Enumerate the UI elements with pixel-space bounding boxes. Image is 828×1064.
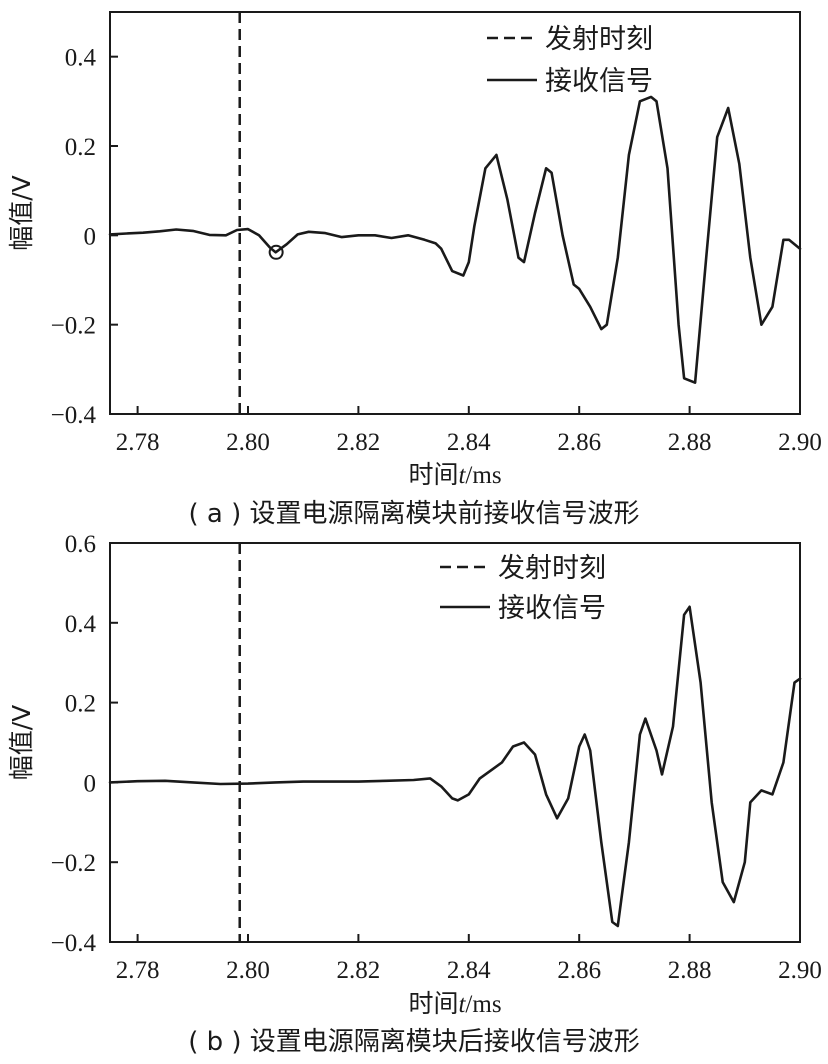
plot-frame <box>109 11 801 415</box>
y-tick-label: −0.4 <box>51 930 97 957</box>
y-tick-label: −0.2 <box>51 313 96 340</box>
x-tick-label: 2.82 <box>337 957 381 984</box>
x-tick-label: 2.78 <box>116 957 160 984</box>
x-axis-label-unit: /ms <box>465 991 501 1018</box>
y-axis-label: 幅值/V <box>7 175 36 251</box>
legend-label-emission: 发射时刻 <box>545 24 653 55</box>
x-tick-label: 2.84 <box>447 429 491 456</box>
x-axis-label: 时间t/ms <box>408 460 501 489</box>
x-axis-label-variable: t <box>458 991 466 1018</box>
panel-caption: ( b ) 设置电源隔离模块后接收信号波形 <box>188 1027 640 1057</box>
x-tick-label: 2.80 <box>226 429 270 456</box>
y-tick-label: 0 <box>84 770 97 797</box>
signal-onset-marker <box>268 244 284 260</box>
x-tick-label: 2.82 <box>337 429 381 456</box>
x-axis-label-prefix: 时间 <box>408 989 458 1018</box>
y-tick-label: 0.4 <box>65 45 97 72</box>
panel-caption: ( a ) 设置电源隔离模块前接收信号波形 <box>188 499 639 529</box>
x-tick-label: 2.88 <box>668 429 712 456</box>
y-tick-label: 0 <box>84 223 97 250</box>
x-tick-label: 2.88 <box>668 957 712 984</box>
x-axis-label-unit: /ms <box>465 462 501 489</box>
x-tick-label: 2.86 <box>557 957 601 984</box>
x-tick-label: 2.78 <box>116 429 160 456</box>
y-tick-label: 0.2 <box>65 691 96 718</box>
y-tick-label: −0.2 <box>51 850 96 877</box>
x-tick-label: 2.84 <box>447 957 491 984</box>
y-axis-label: 幅值/V <box>7 705 36 781</box>
y-tick-label: 0.2 <box>65 134 96 161</box>
y-tick-label: −0.4 <box>51 402 97 429</box>
x-axis-label: 时间t/ms <box>408 989 501 1018</box>
x-tick-label: 2.90 <box>778 957 822 984</box>
y-tick-label: 0.4 <box>65 611 97 638</box>
x-tick-label: 2.90 <box>778 429 822 456</box>
x-tick-label: 2.80 <box>226 957 270 984</box>
legend-label-emission: 发射时刻 <box>498 553 606 584</box>
legend-label-received: 接收信号 <box>545 66 653 97</box>
received-signal-line <box>108 605 802 928</box>
y-tick-label: 0.6 <box>65 531 96 558</box>
x-axis-label-variable: t <box>458 462 466 489</box>
legend-label-received: 接收信号 <box>498 593 606 624</box>
x-tick-label: 2.86 <box>557 429 601 456</box>
received-signal-line <box>108 95 802 384</box>
plot-frame <box>109 542 801 943</box>
x-axis-label-prefix: 时间 <box>408 460 458 489</box>
